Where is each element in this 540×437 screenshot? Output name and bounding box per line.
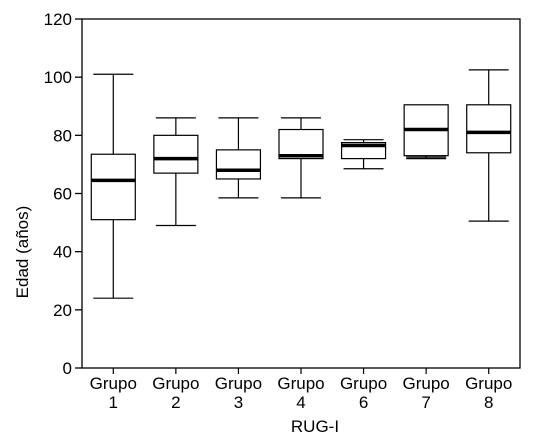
- x-category-label-line2: 2: [171, 393, 180, 412]
- y-tick-label: 120: [44, 10, 72, 29]
- box-group: [153, 117, 199, 227]
- iqr-box: [215, 149, 262, 180]
- y-axis-ticks: 0 20 40 60 80 100 120: [44, 10, 82, 378]
- x-axis-title: RUG-I: [291, 417, 339, 436]
- y-tick-label: 0: [63, 359, 72, 378]
- box-group: [466, 69, 512, 222]
- x-category-label-line1: Grupo: [215, 374, 262, 393]
- iqr-box: [153, 134, 199, 174]
- x-category-label-line2: 6: [359, 393, 368, 412]
- y-axis-title: Edad (años): [13, 206, 32, 299]
- x-category-label-line1: Grupo: [152, 374, 199, 393]
- box-group: [340, 139, 387, 170]
- x-category-label-line2: 3: [234, 393, 243, 412]
- x-category-label-line2: 7: [421, 393, 430, 412]
- x-category-label-line1: Grupo: [90, 374, 137, 393]
- iqr-box: [466, 104, 512, 154]
- x-category-label-line2: 8: [484, 393, 493, 412]
- y-tick-label: 80: [53, 126, 72, 145]
- x-category-label-line2: 4: [296, 393, 305, 412]
- box-group: [403, 104, 449, 160]
- y-tick-label: 20: [53, 301, 72, 320]
- x-category-label-line1: Grupo: [465, 374, 512, 393]
- y-tick-label: 100: [44, 68, 72, 87]
- boxes-layer: [90, 69, 512, 299]
- box-group: [90, 73, 136, 299]
- iqr-box: [90, 153, 136, 221]
- y-tick-label: 40: [53, 243, 72, 262]
- x-category-label-line1: Grupo: [403, 374, 450, 393]
- y-tick-label: 60: [53, 185, 72, 204]
- iqr-box: [278, 128, 324, 160]
- x-category-label-line1: Grupo: [340, 374, 387, 393]
- box-group: [215, 117, 262, 199]
- box-group: [278, 117, 324, 199]
- x-axis-categories: Grupo1Grupo2Grupo3Grupo4Grupo6Grupo7Grup…: [90, 368, 512, 412]
- x-category-label-line1: Grupo: [277, 374, 324, 393]
- x-category-label-line2: 1: [109, 393, 118, 412]
